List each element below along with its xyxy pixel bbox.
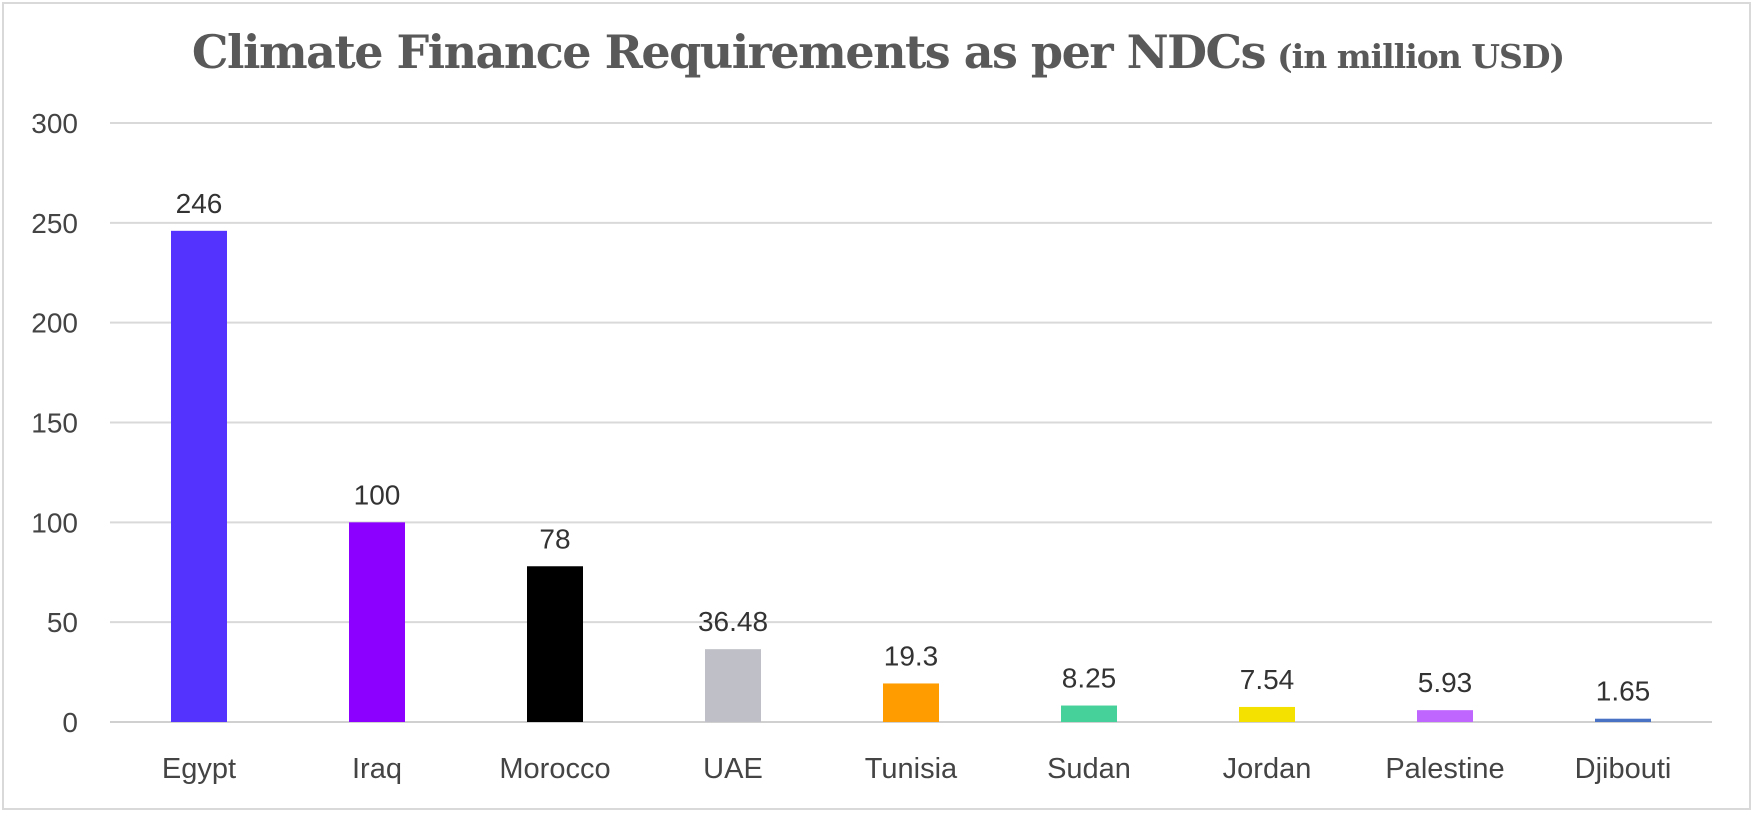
bar-iraq [349, 522, 405, 722]
data-label-tunisia: 19.3 [884, 640, 939, 671]
bar-palestine [1417, 710, 1473, 722]
x-axis-ticks: Egypt Iraq Morocco UAE Tunisia Sudan Jordan Pal… [162, 753, 1671, 785]
bar-djibouti [1595, 718, 1651, 722]
y-tick-label: 300 [31, 108, 78, 139]
x-tick-label-djibouti: Djibouti [1575, 753, 1672, 785]
chart-title-subtitle: (in million USD) [1277, 37, 1564, 76]
bar-uae [705, 649, 761, 722]
chart-title: Climate Finance Requirements as per NDCs… [192, 25, 1564, 79]
data-label-sudan: 8.25 [1062, 663, 1117, 694]
x-tick-label-morocco: Morocco [499, 753, 610, 785]
chart-title-main: Climate Finance Requirements as per NDCs [192, 25, 1266, 79]
y-tick-label: 250 [31, 208, 78, 239]
y-tick-label: 100 [31, 507, 78, 538]
bar-morocco [527, 566, 583, 722]
data-label-palestine: 5.93 [1418, 667, 1473, 698]
y-tick-label: 150 [31, 408, 78, 439]
y-axis-ticks: 0 50 100 150 200 250 300 [31, 108, 78, 738]
y-tick-label: 0 [62, 707, 78, 738]
x-tick-label-iraq: Iraq [352, 753, 402, 785]
data-labels: 246 100 78 36.48 19.3 8.25 7.54 5.93 1.65 [176, 188, 1651, 707]
bar-jordan [1239, 706, 1295, 722]
x-tick-label-sudan: Sudan [1047, 753, 1131, 785]
data-label-egypt: 246 [176, 188, 223, 219]
bars [171, 230, 1651, 722]
data-label-morocco: 78 [539, 523, 570, 554]
bar-egypt [171, 230, 227, 722]
bar-tunisia [883, 683, 939, 722]
data-label-iraq: 100 [354, 479, 401, 510]
x-tick-label-jordan: Jordan [1223, 753, 1312, 785]
data-label-djibouti: 1.65 [1596, 676, 1651, 707]
y-tick-label: 200 [31, 308, 78, 339]
x-tick-label-uae: UAE [703, 753, 763, 785]
x-tick-label-egypt: Egypt [162, 753, 236, 785]
data-label-uae: 36.48 [698, 606, 768, 637]
bar-sudan [1061, 705, 1117, 722]
x-tick-label-palestine: Palestine [1385, 753, 1504, 785]
data-label-jordan: 7.54 [1240, 664, 1295, 695]
x-tick-label-tunisia: Tunisia [865, 753, 958, 785]
y-tick-label: 50 [47, 607, 78, 638]
